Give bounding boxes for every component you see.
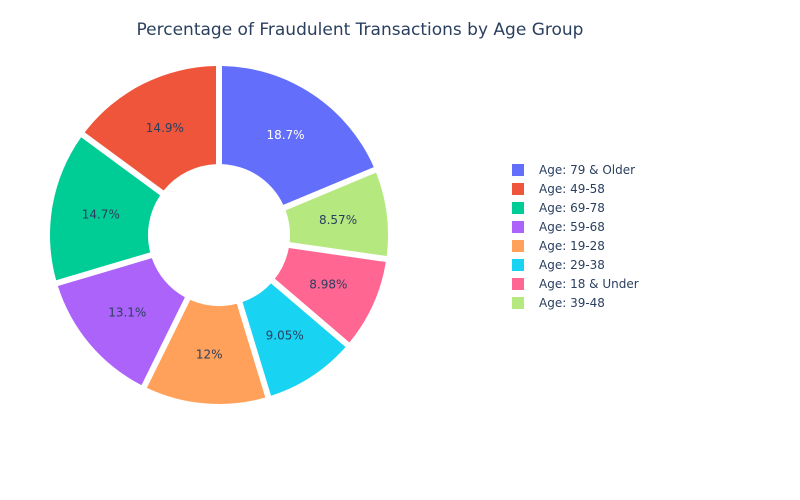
slice-label: 9.05% <box>266 328 304 342</box>
legend-label: Age: 79 & Older <box>539 162 636 177</box>
legend-swatch <box>512 201 524 214</box>
legend-item[interactable]: Age: 69-78 <box>512 198 639 217</box>
legend-swatch <box>512 277 524 290</box>
legend-swatch <box>512 258 524 271</box>
slice-label: 8.98% <box>309 277 347 291</box>
legend-item[interactable]: Age: 19-28 <box>512 236 639 255</box>
legend-item[interactable]: Age: 59-68 <box>512 217 639 236</box>
legend-swatch <box>512 296 524 309</box>
pie-slice[interactable] <box>57 258 185 386</box>
legend-item[interactable]: Age: 39-48 <box>512 293 639 312</box>
slice-label: 8.57% <box>319 213 357 227</box>
pie-slice[interactable] <box>274 248 386 343</box>
slice-label: 14.7% <box>82 207 120 221</box>
chart-title: Percentage of Fraudulent Transactions by… <box>136 20 584 40</box>
pie-slice[interactable] <box>84 66 217 191</box>
slice-label: 14.9% <box>146 121 184 135</box>
chart-legend: Age: 79 & Older Age: 49-58 Age: 69-78 Age: … <box>512 160 639 312</box>
legend-item[interactable]: Age: 79 & Older <box>512 160 639 179</box>
slice-label: 13.1% <box>108 305 146 319</box>
legend-label: Age: 39-48 <box>539 295 605 310</box>
slices-group <box>49 66 388 404</box>
legend-swatch <box>512 163 524 176</box>
legend-label: Age: 59-68 <box>539 219 605 234</box>
legend-item[interactable]: Age: 29-38 <box>512 255 639 274</box>
legend-item[interactable]: Age: 49-58 <box>512 179 639 198</box>
pie-slice[interactable] <box>285 172 388 257</box>
legend-item[interactable]: Age: 18 & Under <box>512 274 639 293</box>
legend-label: Age: 29-38 <box>539 257 605 272</box>
legend-label: Age: 69-78 <box>539 200 605 215</box>
legend-label: Age: 19-28 <box>539 238 605 253</box>
pie-slice[interactable] <box>146 299 266 404</box>
pie-slice[interactable] <box>221 66 374 205</box>
legend-swatch <box>512 182 524 195</box>
legend-label: Age: 49-58 <box>539 181 605 196</box>
pie-slice[interactable] <box>49 137 161 281</box>
pie-slice[interactable] <box>242 283 346 396</box>
slice-label: 18.7% <box>266 128 304 142</box>
slice-label: 12% <box>196 348 223 362</box>
legend-swatch <box>512 239 524 252</box>
slice-labels-group: 18.7% 8.57% 8.98% 9.05% 12% 13.1% 14.7% 14.9% <box>82 121 357 362</box>
legend-swatch <box>512 220 524 233</box>
legend-label: Age: 18 & Under <box>539 276 639 291</box>
